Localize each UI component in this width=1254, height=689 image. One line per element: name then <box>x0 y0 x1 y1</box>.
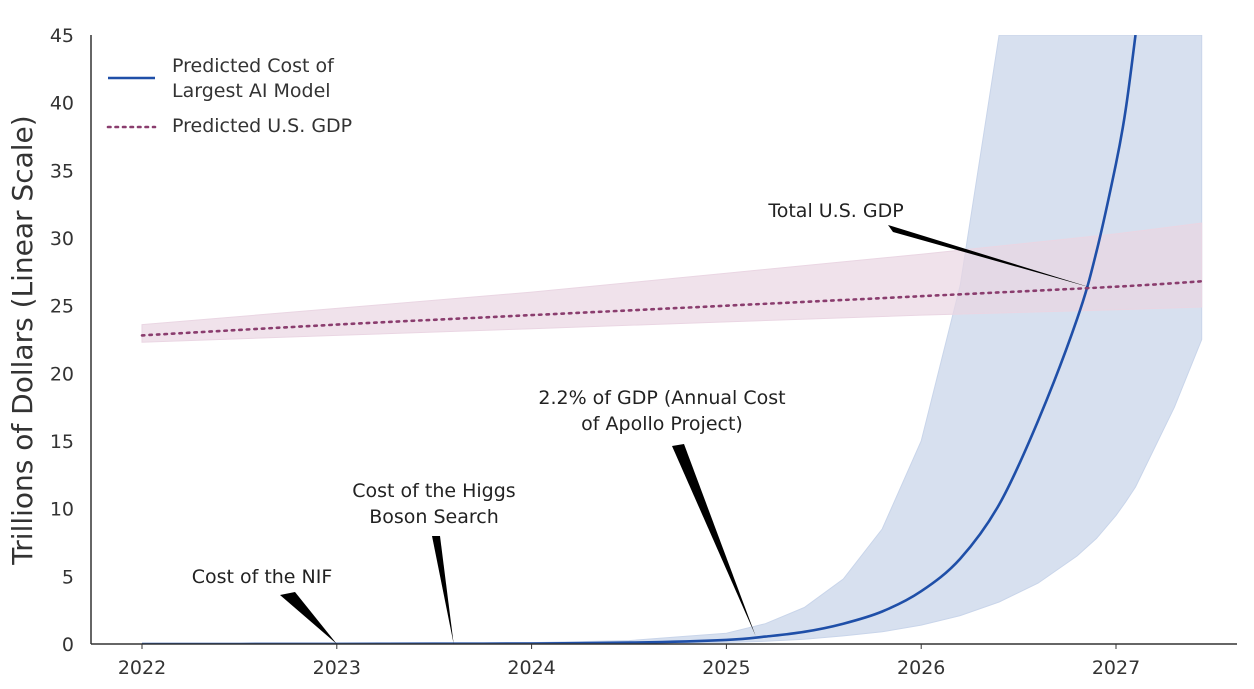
confidence-bands <box>141 35 1203 644</box>
y-tick-label: 40 <box>50 93 74 115</box>
y-tick-label: 30 <box>50 228 74 250</box>
y-axis-label: Trillions of Dollars (Linear Scale) <box>6 115 39 565</box>
y-tick-label: 25 <box>50 296 74 318</box>
legend-label: Predicted Cost of <box>172 55 335 77</box>
annotation-text: 2.2% of GDP (Annual Cost <box>538 387 785 409</box>
x-tick-label: 2024 <box>507 657 555 679</box>
legend-label: Predicted U.S. GDP <box>172 115 352 137</box>
x-tick-label: 2022 <box>118 657 166 679</box>
legend-label: Largest AI Model <box>172 80 331 102</box>
x-ticks: 2022 2023 2024 2025 2026 2027 <box>118 644 1140 679</box>
x-tick-label: 2023 <box>313 657 361 679</box>
annotation-arrow <box>888 225 1093 289</box>
gdp-line <box>140 280 1203 337</box>
legend: Predicted Cost of Largest AI Model Predict… <box>106 55 352 137</box>
x-tick-label: 2025 <box>702 657 750 679</box>
x-tick-label: 2027 <box>1092 657 1140 679</box>
annotation-arrow <box>432 536 454 644</box>
y-tick-label: 0 <box>62 634 74 656</box>
annotation-text: Cost of the NIF <box>192 566 333 588</box>
gdp-confidence-band <box>141 222 1203 343</box>
y-tick-label: 20 <box>50 363 74 385</box>
annotation-text: Cost of the Higgs <box>352 480 515 502</box>
y-tick-label: 35 <box>50 160 74 182</box>
annotations: Cost of the NIF Cost of the Higgs Boson Se… <box>192 200 1093 644</box>
annotation-text: Total U.S. GDP <box>767 200 903 222</box>
y-tick-label: 10 <box>50 499 74 521</box>
annotation-text: Boson Search <box>369 506 499 528</box>
x-tick-label: 2026 <box>897 657 945 679</box>
ai-cost-confidence-band <box>141 35 1203 644</box>
y-tick-label: 45 <box>50 25 74 47</box>
y-tick-label: 15 <box>50 431 74 453</box>
annotation-arrow <box>672 444 756 636</box>
y-tick-label: 5 <box>62 566 74 588</box>
axes <box>90 35 1237 645</box>
annotation-arrow <box>280 592 337 644</box>
annotation-text: of Apollo Project) <box>581 413 743 435</box>
y-ticks: 0 5 10 15 20 25 30 35 40 45 <box>50 25 74 656</box>
